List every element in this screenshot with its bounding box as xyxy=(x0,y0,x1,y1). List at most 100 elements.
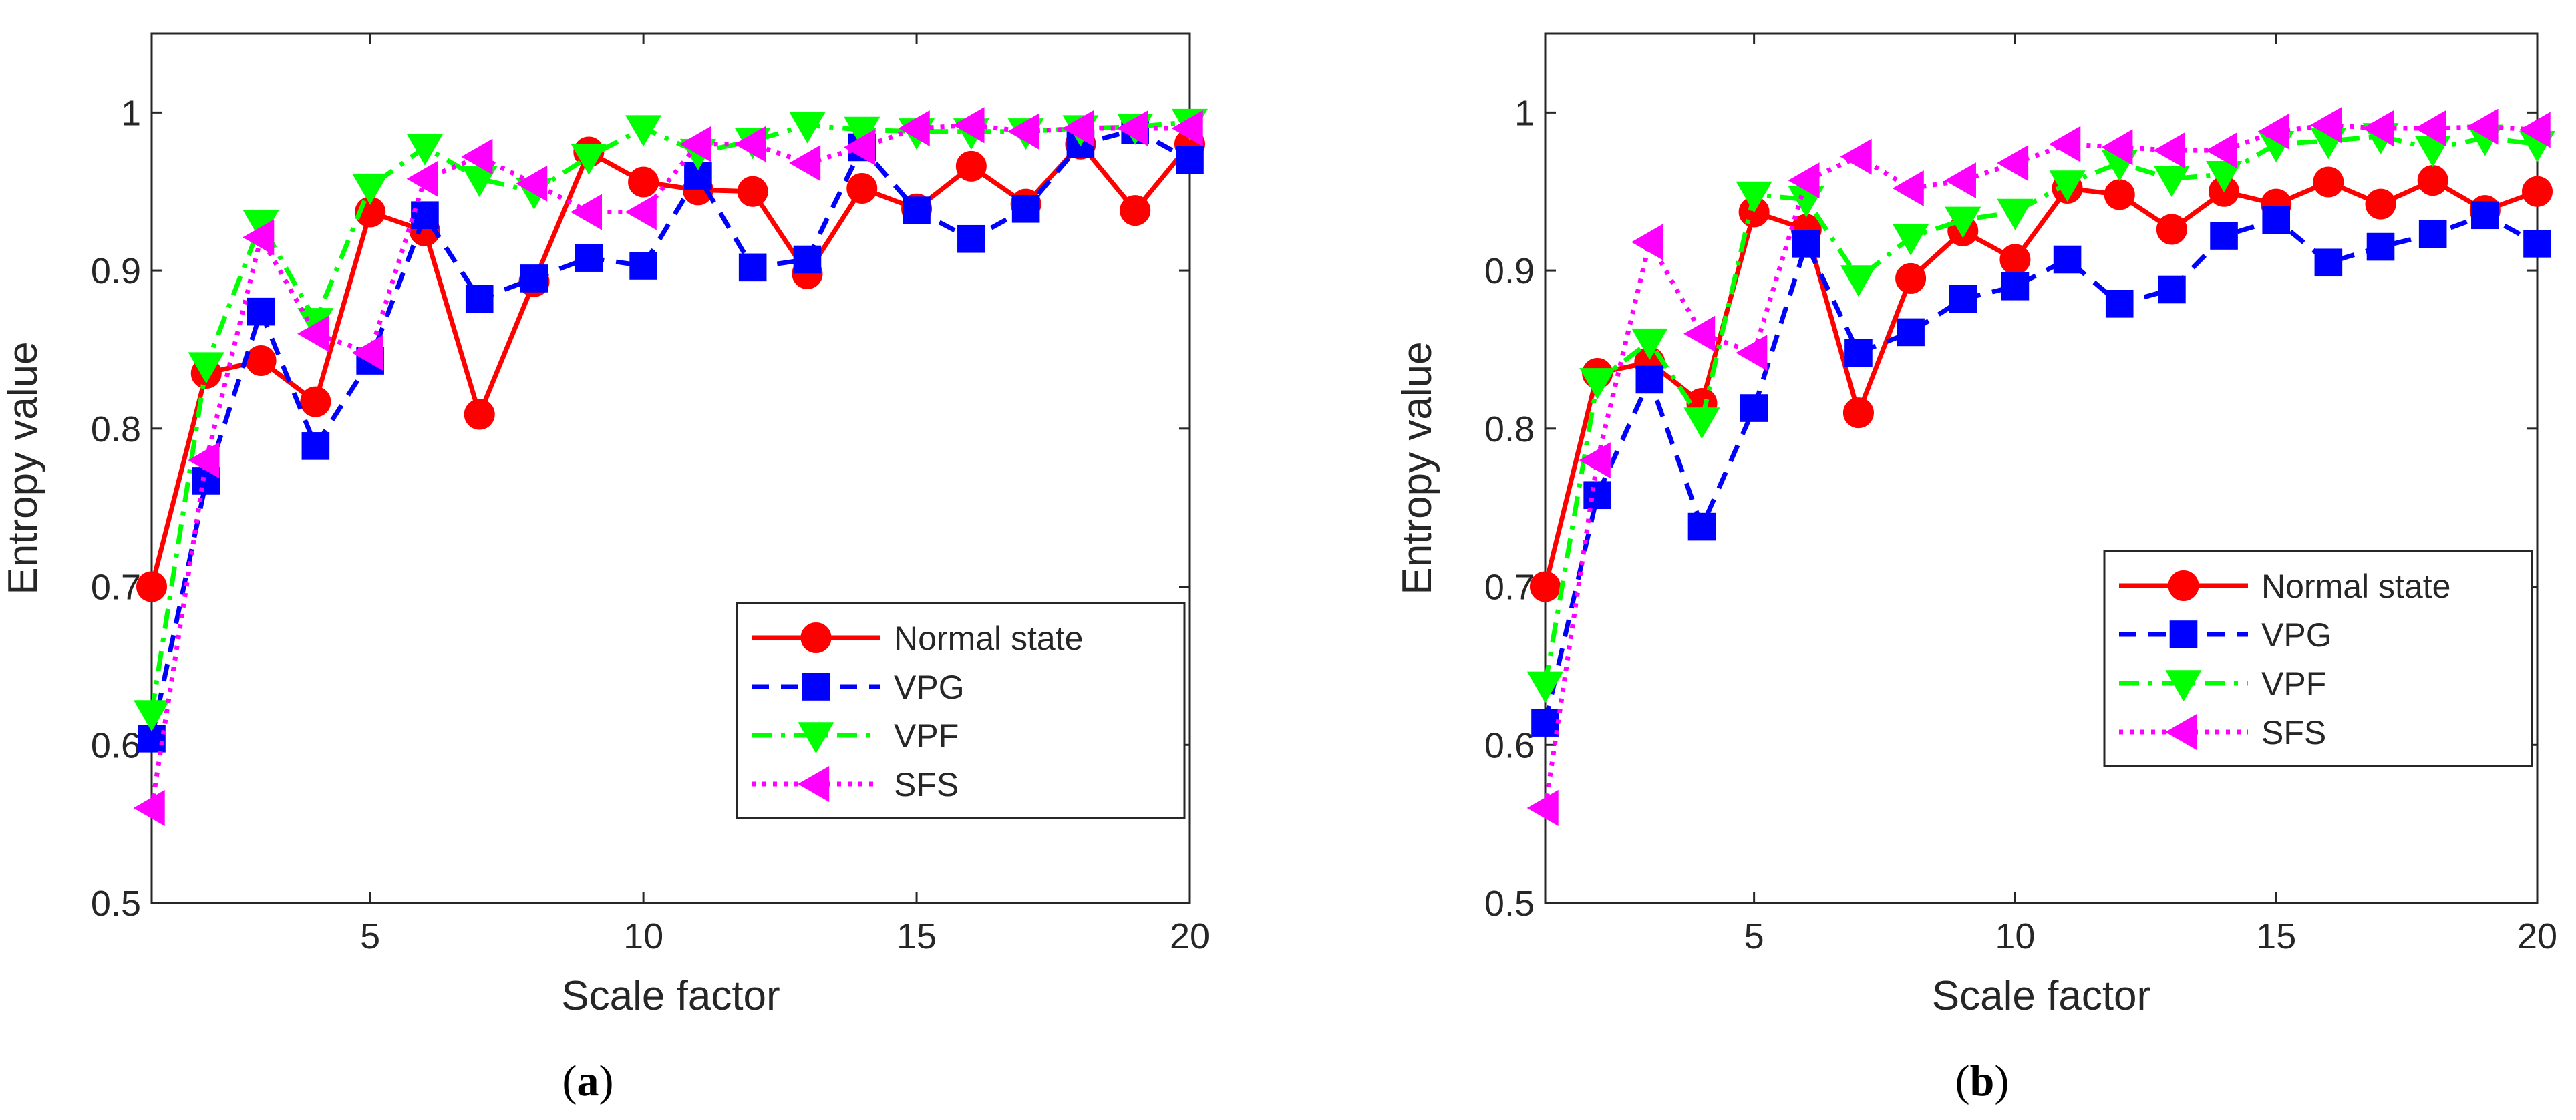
panel-b-data-point xyxy=(1997,145,2029,182)
panel-a-legend-label: Normal state xyxy=(894,620,1083,657)
panel-b-ytick-label: 0.9 xyxy=(1484,251,1535,291)
panel-a-data-point xyxy=(351,335,383,371)
panel-a-data-point xyxy=(903,196,931,224)
panel-a-data-point xyxy=(406,160,438,197)
panel-a-data-point xyxy=(406,134,443,166)
panel-a-data-point xyxy=(245,345,277,377)
panel-b-data-point xyxy=(1895,262,1927,294)
panel-b-data-point xyxy=(2523,230,2551,258)
panel-b-data-point xyxy=(1531,709,1559,737)
panel-b-data-point xyxy=(2053,245,2082,274)
panel-a-data-point xyxy=(411,201,439,230)
panel-a-series-sfs xyxy=(133,107,1203,826)
panel-a-data-point xyxy=(297,315,329,352)
panel-a-data-point xyxy=(789,112,826,144)
panel-b-data-point xyxy=(1892,170,1924,207)
panel-a-data-point xyxy=(1011,194,1040,223)
panel-a-data-point xyxy=(628,166,659,198)
panel-b-series-vpf xyxy=(1526,123,2556,703)
panel-b-series-sfs xyxy=(1526,107,2551,826)
panel-b-data-point xyxy=(2105,290,2134,318)
panel-a-ytick-label: 0.8 xyxy=(91,409,141,449)
panel-b-data-point xyxy=(1631,224,1663,260)
panel-a-data-point xyxy=(1007,113,1039,150)
panel-b-data-point xyxy=(2158,275,2186,304)
panel-b-series-normal-state xyxy=(1530,165,2553,602)
panel-b-data-point xyxy=(1893,224,1929,256)
panel-a-data-point xyxy=(843,129,875,166)
panel-b-data-point xyxy=(1944,162,1976,199)
panel-a-data-point xyxy=(247,297,275,326)
panel-b-data-point xyxy=(1687,512,1716,541)
panel-b-xtick-label: 5 xyxy=(1744,916,1764,956)
panel-a-series-line xyxy=(149,127,1191,739)
panel-b-ytick-label: 0.7 xyxy=(1484,568,1535,608)
panel-a-ytick-label: 0.6 xyxy=(91,725,141,765)
panel-b-ytick-label: 1 xyxy=(1514,93,1535,133)
panel-b-data-point xyxy=(1736,181,1772,213)
panel-b-data-point xyxy=(1792,230,1820,258)
panel-a-data-point xyxy=(188,352,224,384)
panel-b-data-point xyxy=(2210,222,2238,250)
panel-a-data-point xyxy=(136,571,167,602)
panel-a-data-point xyxy=(737,176,768,207)
panel-b-data-point xyxy=(2418,220,2447,248)
panel-b-data-point xyxy=(1945,206,1981,238)
panel-a-xtick-label: 20 xyxy=(1170,916,1210,956)
panel-a-legend-label: VPG xyxy=(894,669,965,706)
panel-a-data-point xyxy=(301,432,330,460)
panel-b-data-point xyxy=(1631,328,1668,360)
panel-a-ytick-label: 1 xyxy=(121,93,141,133)
panel-a-caption: (a) xyxy=(562,1057,614,1105)
panel-a-data-point xyxy=(953,107,985,144)
panel-a-data-point xyxy=(133,789,165,826)
panel-b-data-point xyxy=(1736,335,1768,371)
panel-a-data-point xyxy=(464,399,495,430)
panel-b-data-point xyxy=(2522,176,2553,207)
panel-a-data-point xyxy=(955,150,987,182)
panel-a-y-axis-label: Entropy value xyxy=(0,341,46,594)
panel-b-data-point xyxy=(2362,110,2394,147)
panel-a-legend-marker xyxy=(798,722,834,754)
panel-b-legend-label: SFS xyxy=(2261,714,2326,751)
panel-b-data-point xyxy=(2153,132,2185,169)
panel-b-legend-marker xyxy=(2165,713,2197,751)
panel-b-x-axis-label: Scale factor xyxy=(1932,973,2150,1019)
panel-a-data-point xyxy=(352,173,389,205)
panel-b-legend-label: Normal state xyxy=(2261,568,2450,605)
panel-b-data-point xyxy=(1999,244,2031,275)
panel-a-data-point xyxy=(571,143,607,175)
panel-b-legend-label: VPF xyxy=(2261,665,2326,703)
panel-b-data-point xyxy=(2466,108,2499,145)
panel-b-data-point xyxy=(2049,170,2086,202)
panel-a-data-point xyxy=(575,244,603,272)
panel-b-data-point xyxy=(2414,110,2446,147)
panel-b-data-point xyxy=(2310,107,2342,144)
panel-a-legend-marker xyxy=(802,673,830,701)
panel-a-ytick-label: 0.9 xyxy=(91,251,141,291)
panel-a-data-point xyxy=(846,172,878,204)
panel-a-xtick-label: 5 xyxy=(360,916,380,956)
panel-b-data-point xyxy=(2257,113,2289,150)
panel-b-legend-marker xyxy=(2168,570,2199,601)
panel-a-data-point xyxy=(1171,110,1203,147)
panel-b-data-point xyxy=(1842,397,1874,429)
panel-b-data-point xyxy=(1788,162,1820,199)
panel-b-data-point xyxy=(1635,365,1664,394)
panel-a-data-point xyxy=(734,126,766,162)
panel-b-data-point xyxy=(2262,206,2291,234)
panel-b-data-point xyxy=(2153,166,2190,198)
panel-b-caption: (b) xyxy=(1955,1057,2009,1105)
panel-a-data-point xyxy=(1116,110,1148,147)
panel-a-data-point xyxy=(789,145,821,182)
panel-a-legend-label: SFS xyxy=(894,766,959,803)
panel-b-data-point xyxy=(2001,272,2030,301)
panel-b-data-point xyxy=(1897,318,1925,347)
panel-b-data-point xyxy=(2206,160,2243,192)
panel-b-data-point xyxy=(2101,129,2133,166)
panel-b-data-point xyxy=(2366,232,2395,261)
panel-a-legend-marker xyxy=(800,622,832,653)
panel-b-data-point xyxy=(2471,201,2499,230)
